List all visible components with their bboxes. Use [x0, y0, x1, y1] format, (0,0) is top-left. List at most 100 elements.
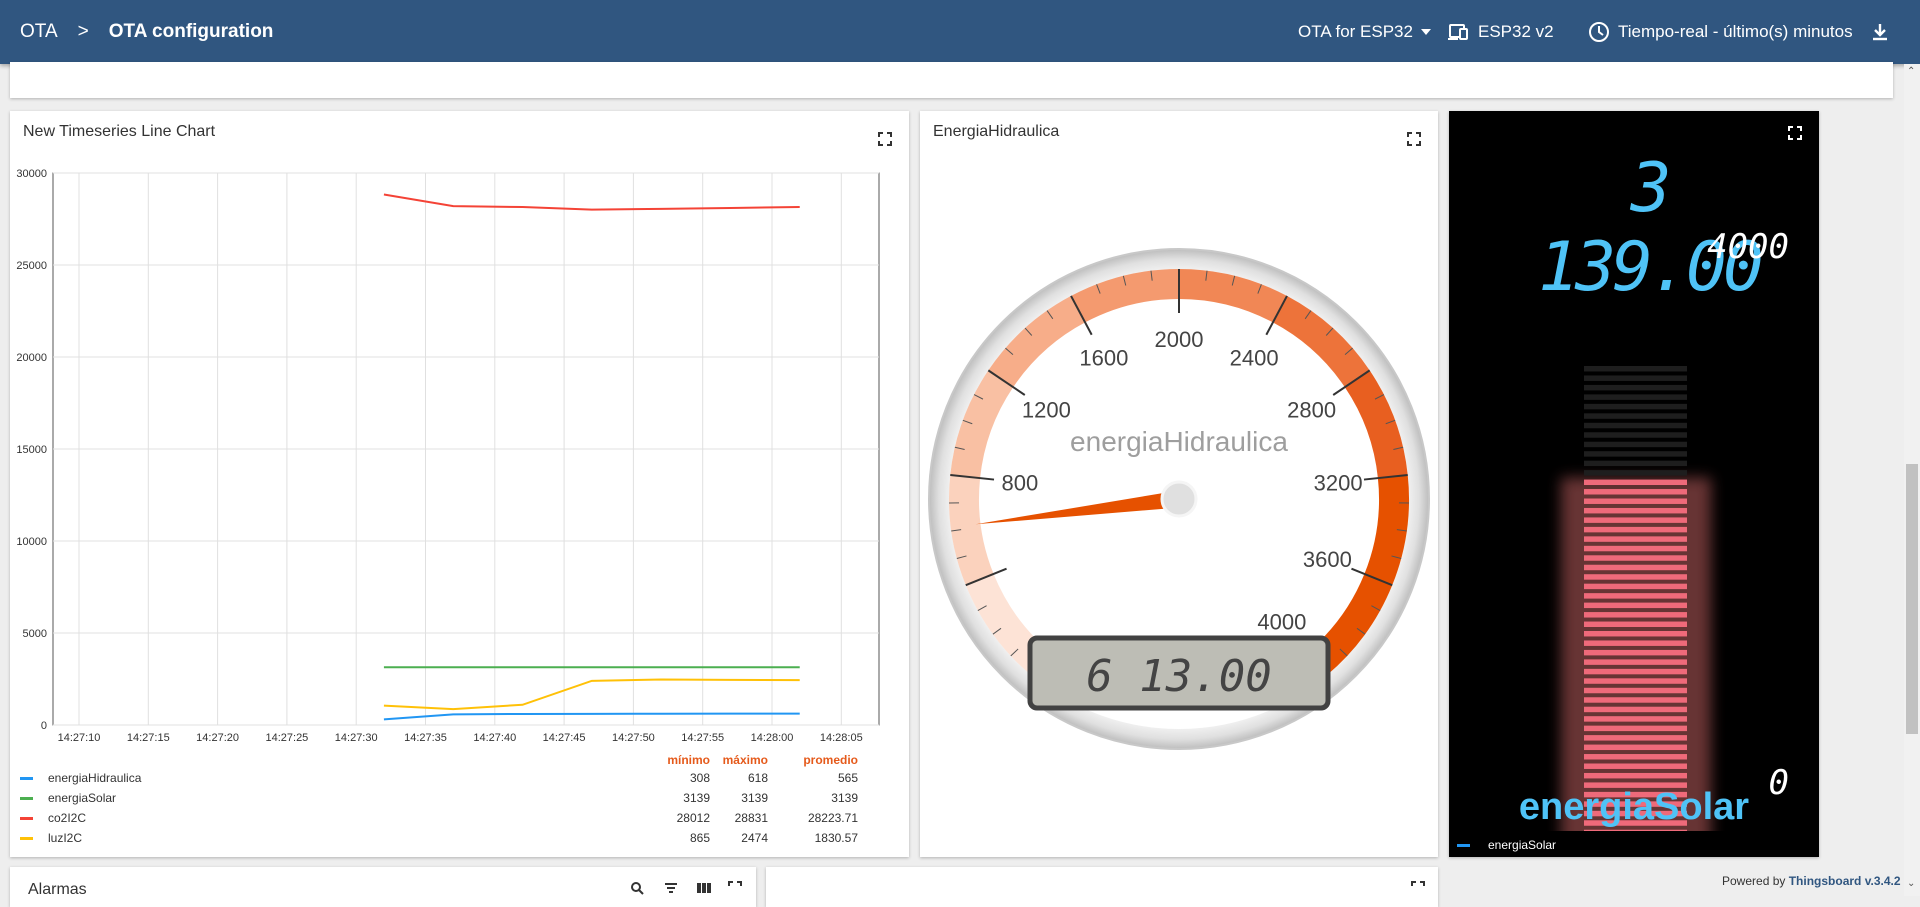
- y-tick-label: 10000: [16, 536, 47, 548]
- legend-row[interactable]: luzI2C 865 2474 1830.57: [20, 829, 860, 847]
- legend-max: 3139: [720, 791, 768, 805]
- scroll-down-arrow[interactable]: ⌄: [1907, 878, 1915, 889]
- level-segment-lit: [1584, 480, 1687, 485]
- legend-swatch: [20, 777, 33, 780]
- legend-max: 28831: [720, 811, 768, 825]
- legend-header-avg: promedio: [780, 753, 858, 767]
- x-tick-label: 14:27:35: [404, 732, 447, 744]
- columns-icon[interactable]: [696, 881, 712, 895]
- level-segment-lit: [1584, 754, 1687, 759]
- gauge-tick-label: 2000: [1155, 327, 1204, 352]
- gauge-value-text: 6 13.00: [1086, 651, 1271, 702]
- y-tick-label: 30000: [16, 168, 47, 180]
- legend-series-name: energiaSolar: [48, 791, 248, 805]
- level-segment-lit: [1584, 697, 1687, 702]
- powered-by-label: Powered by: [1722, 874, 1785, 888]
- breadcrumb-root[interactable]: OTA: [20, 21, 58, 43]
- x-tick-label: 14:27:15: [127, 732, 170, 744]
- legend-min: 865: [650, 831, 710, 845]
- level-segment-off: [1584, 366, 1687, 371]
- legend-swatch: [20, 837, 33, 840]
- level-segment-lit: [1584, 584, 1687, 589]
- level-segment-lit: [1584, 688, 1687, 693]
- level-bar: [1449, 111, 1819, 831]
- scrollbar-thumb[interactable]: [1906, 464, 1918, 734]
- gauge-tick-label: 4000: [1257, 610, 1306, 635]
- level-segment-lit: [1584, 489, 1687, 494]
- level-segment-lit: [1584, 622, 1687, 627]
- gauge-tick-label: 2800: [1287, 398, 1336, 423]
- level-segment-off: [1584, 413, 1687, 418]
- breadcrumb-separator: >: [78, 21, 89, 43]
- legend-avg: 3139: [780, 791, 858, 805]
- scroll-up-arrow[interactable]: ⌃: [1907, 66, 1915, 77]
- level-segment-lit: [1584, 745, 1687, 750]
- legend-row[interactable]: energiaHidraulica 308 618 565: [20, 769, 860, 787]
- level-segment-lit: [1584, 527, 1687, 532]
- level-segment-lit: [1584, 764, 1687, 769]
- legend-avg: 565: [780, 771, 858, 785]
- thingsboard-link[interactable]: Thingsboard v.3.4.2: [1789, 874, 1901, 888]
- level-segment-lit: [1584, 499, 1687, 504]
- gauge-tick-label: 2400: [1230, 346, 1279, 371]
- x-tick-label: 14:27:45: [543, 732, 586, 744]
- filter-icon[interactable]: [664, 881, 678, 895]
- level-segment-off: [1584, 375, 1687, 380]
- legend-row[interactable]: energiaSolar 3139 3139 3139: [20, 789, 860, 807]
- level-segment-lit: [1584, 830, 1687, 831]
- level-segment-lit: [1584, 678, 1687, 683]
- y-tick-label: 0: [41, 720, 47, 732]
- dashboard-select-label: OTA for ESP32: [1298, 22, 1413, 42]
- gauge-tick-label: 3600: [1303, 547, 1352, 572]
- level-segment-lit: [1584, 612, 1687, 617]
- level-segment-off: [1584, 423, 1687, 428]
- level-segment-lit: [1584, 716, 1687, 721]
- entity-alias-button[interactable]: ESP32 v2: [1448, 0, 1554, 64]
- level-segment-lit: [1584, 536, 1687, 541]
- level-segment-off: [1584, 442, 1687, 447]
- top-toolbar: OTA > OTA configuration OTA for ESP32 ES…: [0, 0, 1920, 64]
- level-segment-lit: [1584, 555, 1687, 560]
- level-segment-lit: [1584, 726, 1687, 731]
- legend-swatch: [1457, 844, 1470, 847]
- level-segment-off: [1584, 394, 1687, 399]
- download-icon: [1872, 23, 1888, 41]
- level-segment-lit: [1584, 650, 1687, 655]
- level-segment-off: [1584, 461, 1687, 466]
- level-segment-lit: [1584, 707, 1687, 712]
- clock-icon: [1588, 21, 1610, 43]
- search-icon[interactable]: [630, 881, 644, 895]
- fullscreen-icon[interactable]: [728, 881, 742, 895]
- level-segment-lit: [1584, 669, 1687, 674]
- level-segment-lit: [1584, 593, 1687, 598]
- dashboard-select[interactable]: OTA for ESP32: [1298, 0, 1431, 64]
- y-tick-label: 5000: [23, 628, 47, 640]
- level-label: energiaSolar: [1449, 786, 1819, 829]
- x-tick-label: 14:27:50: [612, 732, 655, 744]
- page-scrollbar[interactable]: ⌃ ⌄: [1904, 64, 1920, 896]
- level-legend-name: energiaSolar: [1488, 838, 1556, 852]
- x-tick-label: 14:28:05: [820, 732, 863, 744]
- alarms-title: Alarmas: [28, 881, 87, 899]
- legend-row[interactable]: co2I2C 28012 28831 28223.71: [20, 809, 860, 827]
- download-button[interactable]: [1872, 0, 1888, 64]
- timewindow-label: Tiempo-real - último(s) minutos: [1618, 22, 1853, 42]
- chart-legend: mínimo máximo promedio energiaHidraulica…: [20, 751, 900, 851]
- legend-series-name: co2I2C: [48, 811, 248, 825]
- level-legend[interactable]: energiaSolar: [1457, 836, 1556, 854]
- level-segment-lit: [1584, 574, 1687, 579]
- timewindow-button[interactable]: Tiempo-real - último(s) minutos: [1588, 0, 1853, 64]
- alarms-widget: Alarmas: [10, 867, 756, 907]
- legend-swatch: [20, 817, 33, 820]
- fullscreen-icon[interactable]: [1411, 881, 1425, 895]
- legend-series-name: luzI2C: [48, 831, 248, 845]
- devices-icon: [1448, 23, 1470, 41]
- top-widget-strip: [10, 62, 1893, 98]
- breadcrumb-current: OTA configuration: [109, 21, 274, 43]
- x-tick-label: 14:27:10: [58, 732, 101, 744]
- level-segment-off: [1584, 451, 1687, 456]
- x-tick-label: 14:27:30: [335, 732, 378, 744]
